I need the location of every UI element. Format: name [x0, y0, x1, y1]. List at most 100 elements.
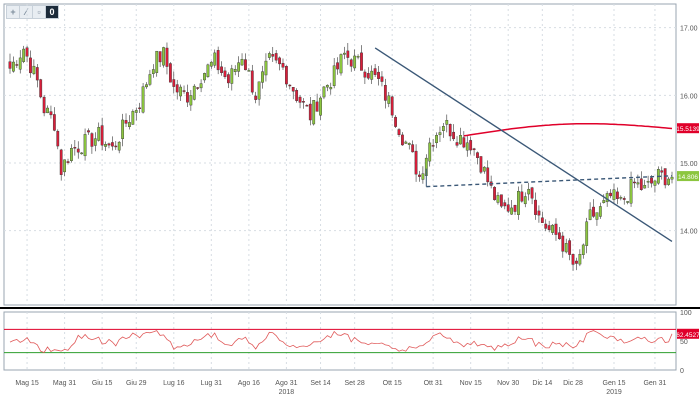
candle-body: [209, 61, 213, 67]
candle-body: [66, 161, 70, 163]
moving-average-line[interactable]: [463, 122, 673, 137]
candle-body: [557, 232, 561, 240]
candle-body: [288, 84, 292, 87]
candle-body: [182, 90, 186, 92]
candle-body: [271, 54, 275, 57]
candle-body: [179, 86, 183, 97]
candle-body: [274, 53, 278, 61]
candle-body: [370, 70, 374, 80]
candle-body: [250, 70, 254, 93]
candle-body: [380, 76, 384, 82]
candle-body: [264, 60, 268, 76]
candle-body: [52, 114, 56, 131]
candle-body: [42, 96, 46, 114]
candle-body: [397, 129, 401, 136]
candle-body: [455, 142, 459, 146]
candle-body: [626, 201, 630, 203]
candle-body: [39, 79, 43, 98]
candle-body: [441, 126, 445, 131]
candle-body: [117, 141, 121, 151]
candle-body: [510, 207, 514, 215]
candle-body: [165, 47, 169, 67]
price-y-tick-label: 14.00: [680, 229, 698, 236]
candle-body: [15, 64, 19, 66]
x-tick-label: Set 14: [310, 380, 330, 387]
candle-body: [390, 96, 394, 116]
candle-body: [667, 178, 670, 185]
candle-body: [568, 240, 572, 255]
candle-body: [499, 194, 503, 207]
x-tick-label: Mag 31: [53, 380, 76, 387]
support-dashed-line[interactable]: [426, 175, 673, 188]
rsi-value-label: [677, 328, 699, 339]
candle-body: [363, 71, 367, 78]
candle-body: [414, 150, 418, 175]
x-tick-label: Set 28: [345, 380, 365, 387]
candle-body: [653, 180, 657, 186]
candle-body: [551, 224, 554, 233]
candle-body: [343, 52, 346, 55]
candle-body: [465, 142, 469, 151]
candle-body: [537, 210, 541, 216]
last-price-label: [677, 171, 699, 182]
candle-body: [472, 148, 476, 151]
indicator-badge[interactable]: 0: [45, 5, 59, 19]
rsi-line[interactable]: [9, 330, 673, 353]
candle-body: [8, 61, 12, 69]
candle-body: [336, 62, 339, 70]
candle-body: [349, 59, 353, 67]
candle-body: [315, 101, 319, 112]
candle-body: [203, 73, 206, 81]
candle-body: [261, 71, 264, 83]
candle-body: [73, 147, 77, 149]
candle-body: [612, 189, 616, 200]
candle-body: [639, 178, 643, 191]
candle-body: [12, 61, 15, 72]
candle-body: [547, 225, 551, 231]
candle-body: [312, 99, 316, 125]
x-tick-label: Ago 31: [275, 380, 297, 387]
downtrend-line[interactable]: [374, 47, 673, 243]
candle-body: [581, 244, 585, 255]
candle-body: [585, 221, 589, 246]
x-tick-label: Nov 15: [460, 380, 482, 387]
candle-body: [56, 130, 60, 147]
candle-body: [93, 138, 97, 146]
x-tick-label: Lug 31: [201, 380, 223, 387]
candle-body: [595, 212, 599, 220]
candle-body: [196, 87, 200, 89]
rsi-y-tick-label: 100: [680, 310, 692, 317]
candle-body: [360, 52, 363, 71]
candle-body: [544, 223, 548, 229]
candle-body: [629, 179, 633, 204]
candle-body: [319, 97, 322, 116]
candle-body: [175, 84, 179, 93]
candle-body: [598, 206, 602, 217]
candle-body: [346, 50, 350, 58]
candle-body: [244, 59, 247, 71]
candle-body: [633, 181, 636, 184]
candle-body: [291, 87, 295, 92]
candle-body: [134, 110, 138, 113]
candle-body: [383, 85, 387, 101]
candle-body: [220, 66, 223, 74]
candle-body: [308, 103, 312, 121]
candle-body: [97, 127, 101, 141]
candle-body: [206, 64, 210, 77]
candle-body: [110, 142, 114, 147]
candle-body: [230, 68, 234, 84]
candle-body: [46, 107, 49, 114]
x-tick-label: Nov 30: [497, 380, 519, 387]
candle-body: [172, 79, 176, 87]
price-label-text: 15.5139: [676, 126, 700, 133]
candle-body: [496, 195, 500, 203]
candle-body: [145, 84, 148, 88]
candle-body: [100, 125, 104, 146]
candle-body: [469, 140, 473, 151]
candle-body: [148, 74, 152, 85]
candle-body: [131, 111, 135, 125]
candle-body: [462, 137, 466, 148]
candle-body: [513, 205, 517, 212]
